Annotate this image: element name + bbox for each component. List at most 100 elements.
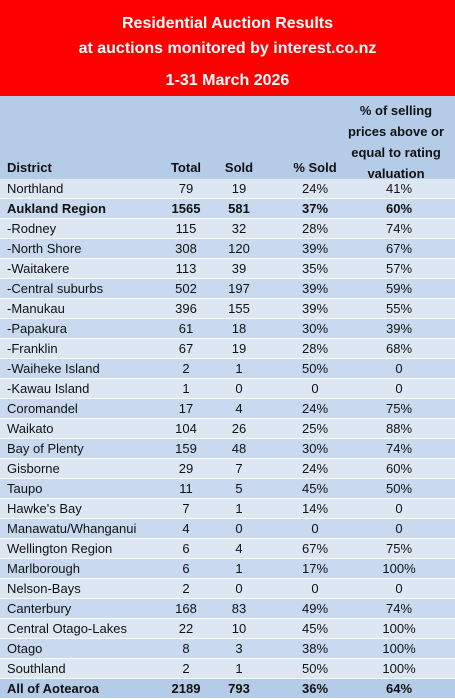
cell-sold: 155 [228,301,250,316]
cell-pct-above: 88% [385,421,413,436]
cell-district: Southland [7,661,66,676]
banner-title: Residential Auction Results [122,15,333,32]
table-row: Otago 8 3 38% 100% [0,639,455,659]
cell-pct-sold: 17% [301,561,329,576]
cell-district: -North Shore [7,241,82,256]
cell-sold: 48 [231,441,247,456]
table-row: Nelson-Bays 2 0 0 0 [0,579,455,599]
table-row: -Rodney 115 32 28% 74% [0,219,455,239]
cell-total: 502 [175,281,197,296]
cell-district: -Rodney [7,221,57,236]
cell-sold: 4 [235,401,243,416]
cell-total: 11 [179,481,193,496]
cell-total: 7 [182,501,190,516]
cell-pct-sold: 0 [311,521,319,536]
cell-pct-above: 100% [382,561,416,576]
cell-district: Coromandel [7,401,78,416]
table-body: Northland 79 19 24% 41% Aukland Region 1565 581… [0,179,455,679]
cell-pct-above: 0 [395,361,403,376]
cell-pct-above: 41% [385,181,413,196]
cell-pct-above: 100% [382,641,416,656]
cell-pct-above: 59% [385,281,413,296]
cell-total: 115 [175,221,197,236]
cell-pct-sold: 38% [301,641,329,656]
table-row: -Papakura 61 18 30% 39% [0,319,455,339]
cell-total: 22 [178,621,194,636]
table-row: Taupo 11 5 45% 50% [0,479,455,499]
cell-total: 1565 [171,201,201,216]
cell-total: 2 [182,581,190,596]
header-pct-above-line: % of selling [359,103,433,118]
header-pct-above-line: valuation [367,166,425,181]
cell-pct-sold: 0 [311,381,319,396]
cell-pct-sold: 28% [301,221,329,236]
cell-district: -Kawau Island [7,381,90,396]
table-row: -Kawau Island 1 0 0 0 [0,379,455,399]
cell-sold: 0 [235,521,243,536]
cell-sold: 19 [231,181,247,196]
cell-total: 4 [182,521,190,536]
table-row: Canterbury 168 83 49% 74% [0,599,455,619]
cell-pct-above: 67% [385,241,413,256]
cell-pct-above: 74% [385,441,413,456]
cell-sold: 39 [231,261,247,276]
table-row: Aukland Region 1565 581 37% 60% [0,199,455,219]
cell-pct-sold: 37% [301,201,329,216]
cell-pct-sold: 30% [301,441,329,456]
cell-district: -Franklin [7,341,58,356]
table-row: Coromandel 17 4 24% 75% [0,399,455,419]
table-row: -Franklin 67 19 28% 68% [0,339,455,359]
cell-pct-above: 0 [395,581,403,596]
cell-pct-sold: 50% [301,361,329,376]
cell-pct-sold: 45% [301,621,329,636]
cell-sold: 1 [235,501,243,516]
cell-total: 17 [178,401,194,416]
cell-district: Wellington Region [7,541,113,556]
cell-district: -Papakura [7,321,67,336]
header-total: Total [170,160,202,175]
cell-pct-sold: 0 [311,581,319,596]
header-pct-above-valuation: % of selling prices above or equal to ra… [341,100,451,184]
header-pct-above-line: prices above or [347,124,445,139]
cell-total: 6 [182,541,190,556]
cell-sold: 26 [231,421,247,436]
table-row: -North Shore 308 120 39% 67% [0,239,455,259]
cell-pct-above: 75% [385,541,413,556]
cell-pct-above: 0 [395,521,403,536]
table-row: Wellington Region 6 4 67% 75% [0,539,455,559]
header-district: District [7,160,52,175]
table-row: Manawatu/Whanganui 4 0 0 0 [0,519,455,539]
cell-sold: 1 [235,661,243,676]
cell-total: 6 [182,561,190,576]
cell-pct-above: 50% [385,481,413,496]
cell-total: 67 [178,341,194,356]
cell-pct-sold: 39% [301,281,329,296]
cell-total: 79 [178,181,194,196]
cell-district: Central Otago-Lakes [7,621,127,636]
cell-pct-sold: 50% [301,661,329,676]
cell-sold: 19 [231,341,247,356]
total-total: 2189 [171,681,201,696]
cell-district: Gisborne [7,461,60,476]
table-row: Hawke's Bay 7 1 14% 0 [0,499,455,519]
cell-total: 159 [175,441,197,456]
cell-sold: 32 [231,221,247,236]
cell-pct-sold: 67% [301,541,329,556]
table-row: -Central suburbs 502 197 39% 59% [0,279,455,299]
cell-sold: 18 [231,321,247,336]
table-row: Marlborough 6 1 17% 100% [0,559,455,579]
cell-total: 396 [175,301,197,316]
cell-sold: 1 [235,561,243,576]
cell-sold: 1 [235,361,243,376]
table-total-row: All of Aotearoa 2189 793 36% 64% [0,679,455,698]
cell-district: -Central suburbs [7,281,104,296]
cell-sold: 120 [228,241,250,256]
cell-total: 308 [175,241,197,256]
cell-pct-above: 60% [385,461,413,476]
table-header: District Total Sold % Sold % of selling … [0,96,455,181]
table-row: -Manukau 396 155 39% 55% [0,299,455,319]
cell-pct-above: 100% [382,661,416,676]
cell-pct-sold: 49% [301,601,329,616]
cell-district: -Manukau [7,301,65,316]
cell-pct-above: 68% [385,341,413,356]
